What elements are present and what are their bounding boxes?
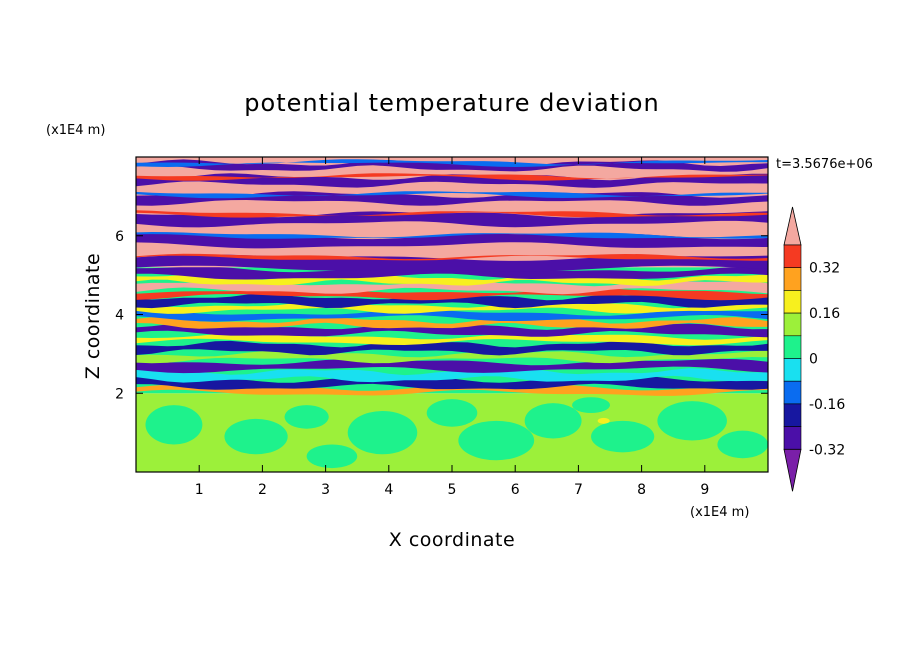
blob	[591, 420, 655, 453]
x-tick-label: 3	[321, 482, 330, 498]
colorbar-label: 0	[809, 352, 818, 368]
y-axis: 2 4 6	[115, 229, 768, 402]
blob	[717, 430, 768, 459]
stripe-edge	[136, 253, 768, 261]
middle-band	[136, 309, 768, 322]
time-label: t=3.5676e+06	[776, 157, 873, 172]
stripe-edge	[136, 191, 768, 199]
colorbar-swatch	[783, 290, 802, 314]
colorbar-swatch	[783, 358, 802, 382]
colorbar-swatch	[783, 244, 802, 269]
x-tick-label: 6	[511, 482, 520, 498]
colorbar-label: -0.32	[809, 442, 845, 458]
middle-band	[136, 368, 768, 383]
upper-stripe	[136, 211, 768, 228]
y-tick-label: 4	[115, 308, 124, 324]
blob	[657, 401, 727, 441]
blob	[145, 405, 203, 445]
middle-band	[136, 279, 768, 295]
colorbar-top-arrow	[783, 206, 802, 246]
x-tick-label: 2	[258, 482, 267, 498]
colorbar-swatch	[783, 426, 802, 450]
colorbar-swatch	[783, 335, 802, 359]
y-axis-label: Z coordinate	[82, 253, 104, 379]
stripe-edge	[136, 173, 768, 181]
blob	[224, 418, 288, 455]
y-tick-label: 6	[115, 229, 124, 245]
stripe-edge	[136, 232, 768, 239]
colorbar: 0.32 0.16 0 -0.16 -0.32	[783, 206, 845, 492]
blob-highlight	[597, 417, 610, 424]
blob	[284, 405, 329, 429]
x-tick-label: 5	[448, 482, 457, 498]
contour-field	[136, 157, 768, 472]
colorbar-swatch	[783, 380, 802, 405]
x-tick-label: 9	[700, 482, 709, 498]
colorbar-label: 0.32	[809, 261, 840, 277]
blob	[524, 403, 582, 439]
x-tick-label: 7	[574, 482, 583, 498]
x-tick-label: 4	[384, 482, 393, 498]
upper-stripe	[136, 191, 768, 206]
colorbar-label: 0.16	[809, 306, 840, 322]
middle-band	[136, 293, 768, 309]
blob	[426, 399, 478, 427]
blob	[347, 410, 418, 455]
upper-stripe	[136, 173, 768, 188]
y-tick-label: 2	[115, 386, 124, 402]
middle-band	[136, 340, 768, 356]
middle-band	[136, 301, 768, 314]
middle-band	[136, 317, 768, 329]
blob	[458, 420, 535, 461]
x-axis-label: X coordinate	[389, 529, 515, 551]
middle-band	[136, 265, 768, 280]
x-axis: 1 2 3 4 5 6 7 8 9	[195, 157, 709, 498]
x-tick-label: 1	[195, 482, 204, 498]
colorbar-swatch	[783, 403, 802, 427]
upper-stripe	[136, 159, 768, 172]
y-unit-label: (x1E4 m)	[46, 123, 105, 138]
chart-title: potential temperature deviation	[244, 89, 659, 117]
x-tick-label: 8	[637, 482, 646, 498]
blob	[306, 444, 358, 469]
blob	[572, 397, 610, 413]
colorbar-bottom-arrow	[783, 448, 802, 492]
colorbar-swatch	[783, 267, 802, 291]
colorbar-swatch	[783, 312, 802, 337]
stripe-edge	[136, 210, 768, 218]
colorbar-label: -0.16	[809, 397, 845, 413]
x-unit-label: (x1E4 m)	[690, 505, 749, 520]
